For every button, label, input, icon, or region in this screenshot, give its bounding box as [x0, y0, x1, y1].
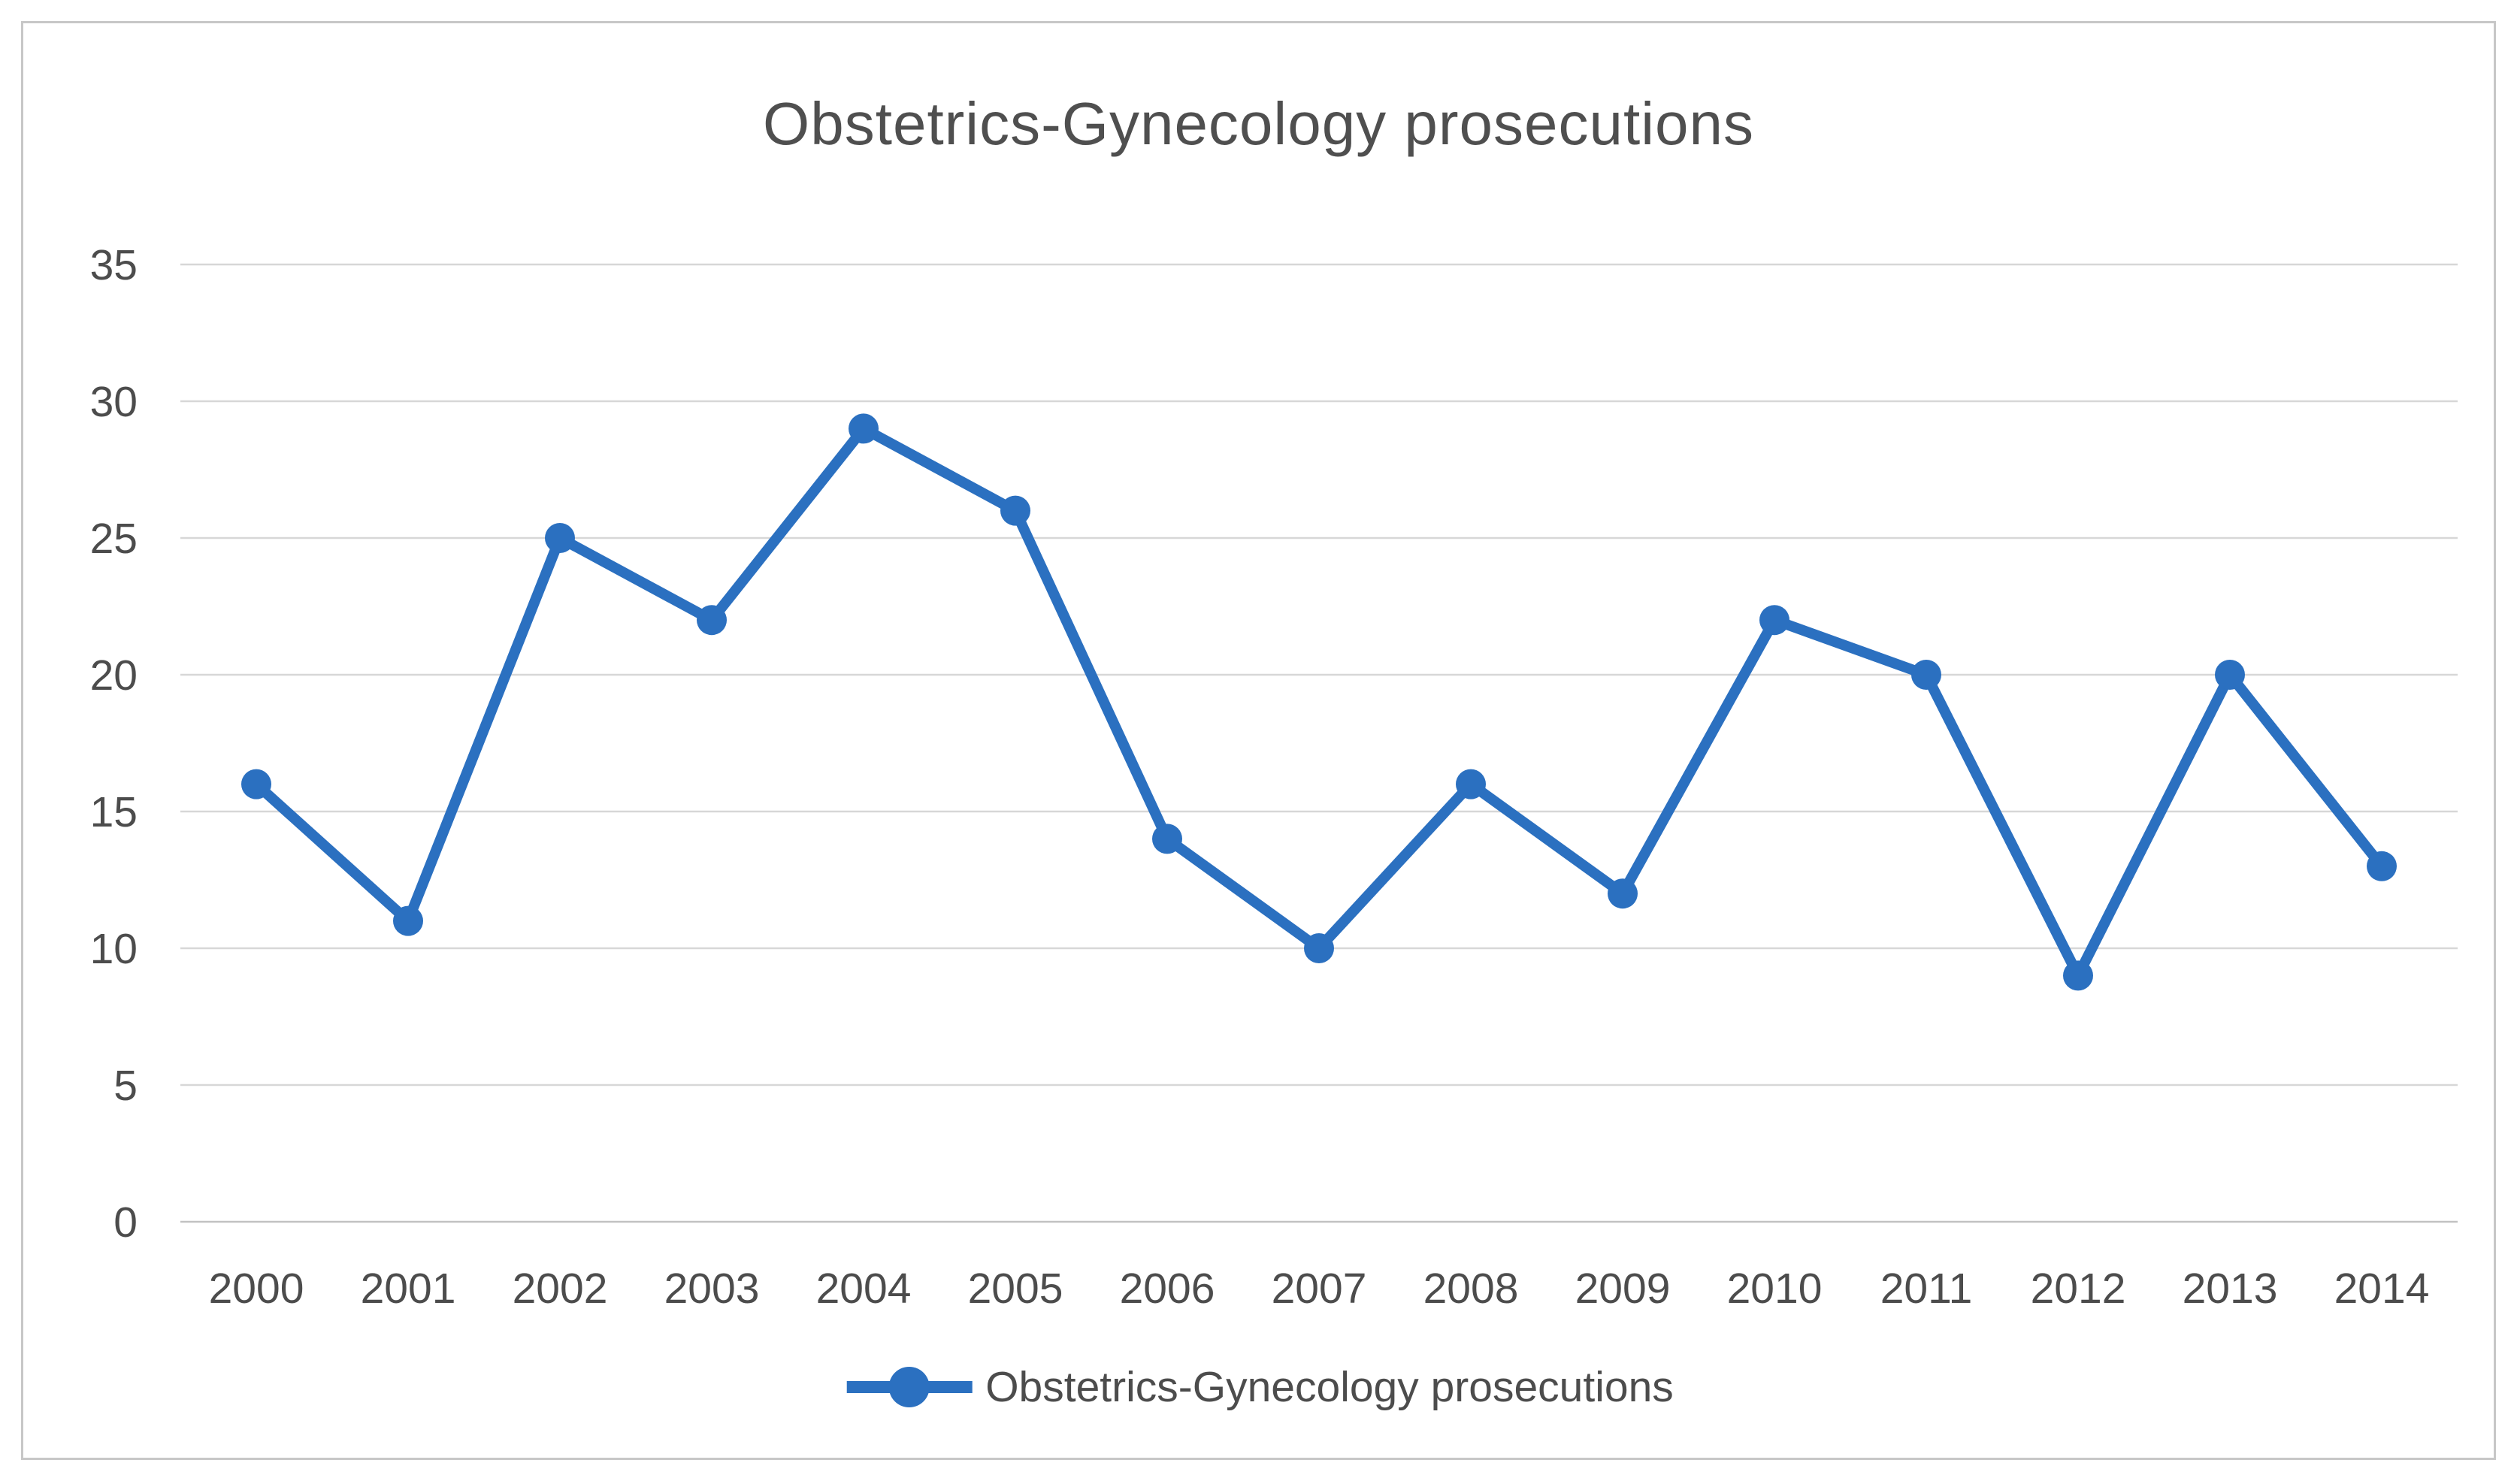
x-axis-tick-label: 2006	[1120, 1265, 1215, 1313]
y-axis-tick-label: 25	[90, 515, 138, 563]
data-point-marker	[697, 605, 727, 636]
x-axis-tick-label: 2012	[2031, 1265, 2126, 1313]
y-axis-tick-label: 10	[90, 925, 138, 973]
line-chart-plot-area: 0 5 10 15 20 25 30 35 2000 2001 2002 2003 2004 2005 20…	[90, 241, 2458, 1313]
data-point-marker	[1759, 605, 1789, 636]
x-axis-tick-label: 2005	[968, 1265, 1063, 1313]
y-axis-tick-label: 5	[113, 1062, 138, 1110]
data-point-marker	[2063, 960, 2093, 991]
data-point-marker	[849, 413, 879, 444]
x-axis-tick-label: 2007	[1272, 1265, 1367, 1313]
chart-frame: Obstetrics-Gynecology prosecutions 0 5 10 1…	[21, 21, 2496, 1460]
data-point-marker	[1000, 495, 1030, 526]
data-point-marker	[1304, 933, 1334, 963]
x-axis-tick-label: 2000	[209, 1265, 304, 1313]
legend-series-label: Obstetrics-Gynecology prosecutions	[985, 1363, 1674, 1411]
data-point-marker	[1456, 769, 1486, 799]
data-point-marker	[2215, 660, 2245, 690]
y-axis-tick-label: 20	[90, 651, 138, 700]
y-axis-tick-label: 15	[90, 788, 138, 836]
data-point-marker	[241, 769, 271, 799]
y-axis-tick-label: 30	[90, 378, 138, 426]
x-axis-tick-label: 2011	[1880, 1265, 1973, 1313]
data-point-marker	[1911, 660, 1941, 690]
data-point-marker	[393, 905, 423, 936]
data-point-marker	[1608, 878, 1638, 909]
x-axis-tick-label: 2013	[2183, 1265, 2278, 1313]
data-point-marker	[1152, 824, 1182, 854]
x-axis-tick-label: 2014	[2334, 1265, 2430, 1313]
x-axis-tick-label: 2002	[513, 1265, 608, 1313]
legend: Obstetrics-Gynecology prosecutions	[843, 1362, 1674, 1412]
x-axis-tick-label: 2001	[361, 1265, 456, 1313]
y-axis-tick-label: 0	[113, 1198, 138, 1247]
x-axis-tick-label: 2009	[1575, 1265, 1671, 1313]
y-axis-tick-label: 35	[90, 241, 138, 289]
legend-line-marker-icon	[843, 1363, 975, 1411]
x-axis-tick-label: 2010	[1727, 1265, 1823, 1313]
data-point-marker	[2367, 851, 2397, 881]
data-point-marker	[545, 523, 575, 553]
x-axis-tick-label: 2004	[816, 1265, 912, 1313]
x-axis-tick-label: 2003	[664, 1265, 760, 1313]
chart-title: Obstetrics-Gynecology prosecutions	[763, 90, 1754, 157]
series-line	[251, 423, 2387, 981]
x-axis-tick-label: 2008	[1423, 1265, 1519, 1313]
